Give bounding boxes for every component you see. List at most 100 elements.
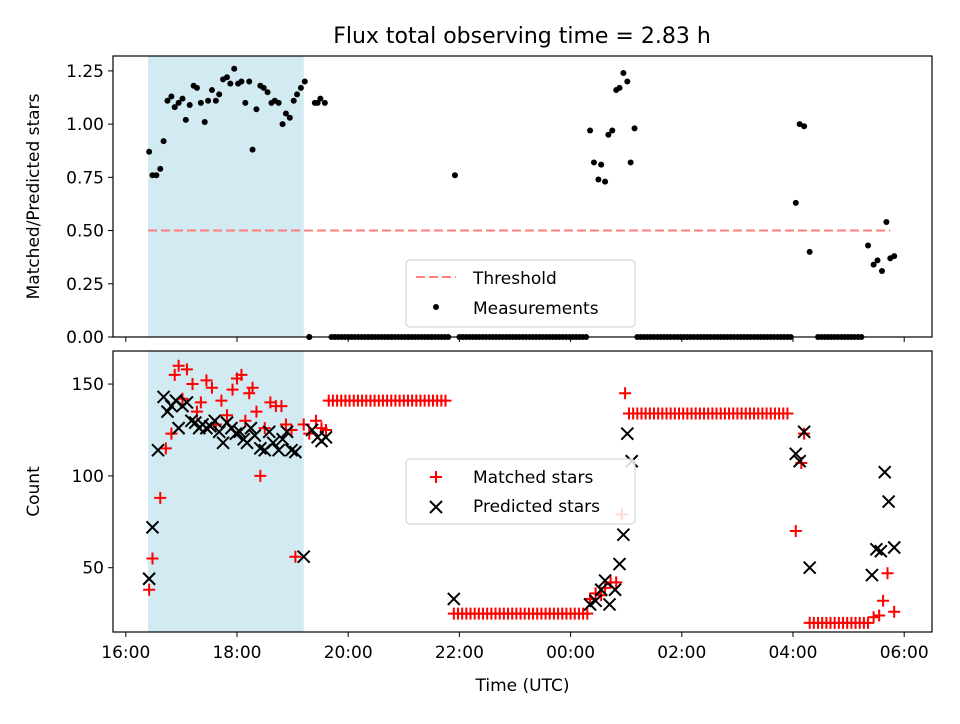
axes-frame [112, 55, 933, 338]
measurement-point [146, 148, 153, 155]
measurement-point [242, 99, 249, 106]
matched-star-point [168, 368, 181, 381]
measurement-point [205, 97, 212, 104]
shaded-band [148, 351, 304, 632]
predicted-star-point [151, 443, 165, 457]
matched-star-point [881, 567, 894, 580]
predicted-star-point [612, 557, 627, 571]
x-tick-label: 06:00 [880, 643, 929, 663]
x-tick-label: 00:00 [546, 643, 595, 663]
measurement-point [874, 257, 881, 264]
matched-star-point [165, 427, 178, 440]
predicted-star-point [271, 443, 286, 457]
matched-star-point [275, 400, 288, 413]
measurement-point [208, 87, 215, 94]
y-tick-label: 0.25 [66, 275, 104, 295]
predicted-star-point [878, 465, 892, 479]
y-tick-label: 0.50 [66, 222, 104, 242]
measurement-point [160, 138, 167, 145]
matched-star-point [154, 491, 167, 504]
predicted-star-point [594, 583, 608, 597]
predicted-star-point [319, 430, 333, 445]
y-tick-label: 0.00 [66, 328, 104, 348]
y-tick-label: 1.25 [66, 62, 104, 82]
chart-title: Flux total observing time = 2.83 h [333, 24, 711, 49]
measurement-point [317, 95, 324, 102]
measurement-point [246, 78, 253, 85]
measurement-point [624, 78, 631, 85]
matched-star-point [220, 409, 233, 422]
measurement-point [193, 84, 200, 91]
legend-measurement-swatch [433, 304, 439, 310]
measurement-point [182, 116, 189, 123]
matched-star-point [589, 587, 602, 600]
measurement-point [616, 84, 623, 91]
matched-star-point [862, 616, 875, 629]
predicted-star-point [280, 425, 294, 439]
matched-star-point [250, 405, 263, 418]
predicted-star-point [262, 425, 276, 439]
predicted-star-point [789, 447, 803, 461]
y-tick-label: 150 [72, 375, 104, 395]
measurement-point [620, 70, 627, 77]
x-axis-label: Time (UTC) [475, 676, 570, 696]
predicted-star-point [266, 436, 280, 450]
measurement-point [321, 99, 328, 106]
predicted-star-point [145, 520, 160, 535]
matched-star-point [246, 381, 259, 394]
predicted-star-point [869, 542, 884, 557]
matched-star-point [159, 442, 172, 455]
measurement-point [627, 159, 634, 166]
measurement-point [249, 146, 256, 153]
measurement-point [179, 95, 186, 102]
measurement-point [168, 93, 175, 100]
predicted-star-point [275, 432, 290, 446]
matched-star-point [877, 594, 890, 607]
y-axis-label: Matched/Predicted stars [24, 93, 44, 299]
predicted-star-point [233, 425, 247, 439]
measurement-point [294, 91, 301, 98]
y-tick-label: 50 [82, 559, 104, 579]
measurement-point [157, 165, 164, 172]
measurement-point [175, 99, 182, 106]
measurement-point [260, 84, 267, 91]
measurement-point [792, 199, 799, 206]
measurement-point [282, 110, 289, 117]
predicted-star-point [865, 568, 879, 582]
measurement-point [870, 261, 877, 268]
y-tick-label: 100 [72, 467, 104, 487]
x-tick-label: 16:00 [101, 643, 150, 663]
predicted-star-point [616, 527, 631, 542]
measurement-point [806, 248, 813, 255]
measurement-point [212, 97, 219, 104]
matched-star-point [146, 552, 159, 565]
matched-star-point [867, 611, 880, 624]
measurement-point [297, 84, 304, 91]
predicted-star-point [244, 421, 258, 435]
measurement-point [216, 91, 223, 98]
predicted-star-point [288, 445, 303, 459]
measurement-point [878, 268, 885, 275]
matched-star-point [798, 427, 811, 440]
measurement-point [197, 99, 204, 106]
matched-star-point [143, 583, 156, 596]
measurement-point [253, 106, 260, 113]
predicted-star-point [602, 597, 617, 612]
legend-top: Threshold Measurements [405, 259, 636, 328]
matched-star-point [319, 423, 332, 436]
matched-star-point [279, 418, 292, 431]
legend-matched-label: Matched stars [473, 468, 593, 488]
legend-threshold-label: Threshold [472, 269, 557, 289]
measurement-point [865, 242, 872, 249]
matched-star-point [430, 471, 442, 483]
measurement-point [290, 97, 297, 104]
measurement-point [883, 219, 890, 226]
matched-star-point [599, 581, 612, 594]
predicted-star-point [620, 426, 635, 441]
measurement-point [891, 253, 898, 260]
matched-star-point [186, 378, 199, 391]
predicted-star-point [180, 395, 194, 410]
predicted-star-point [284, 443, 299, 457]
legend-measurement-label: Measurements [473, 299, 599, 319]
